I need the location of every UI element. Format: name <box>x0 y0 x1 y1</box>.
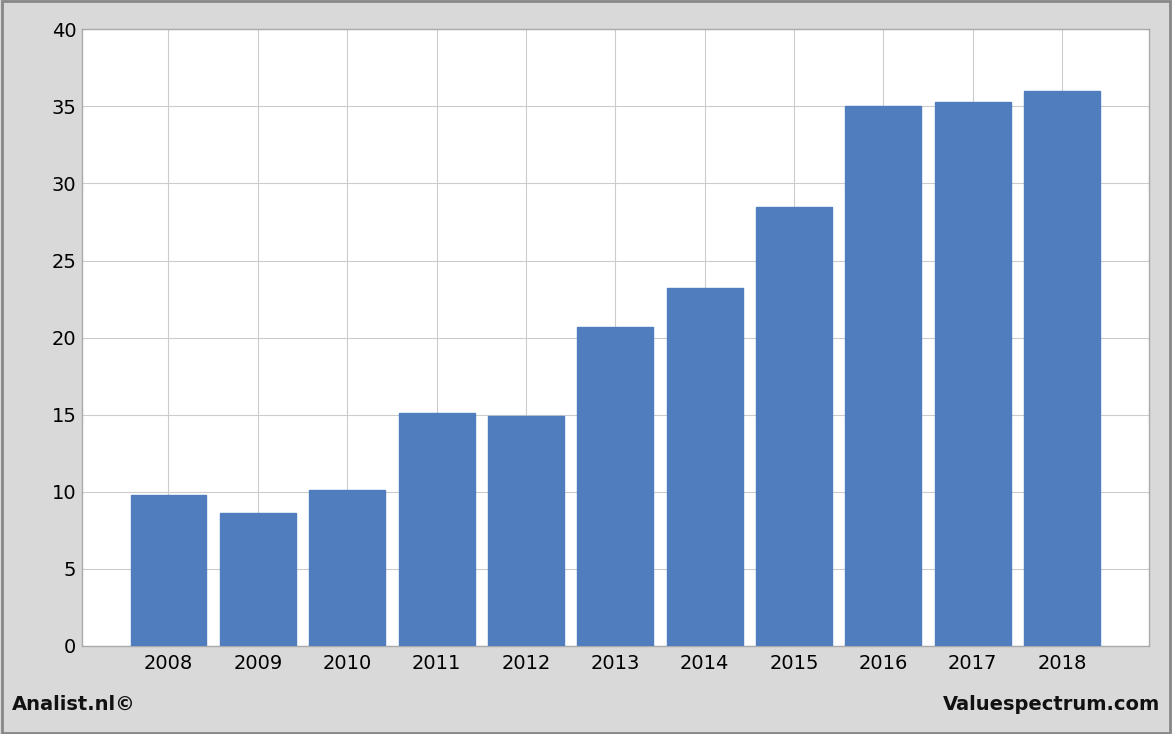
Bar <box>488 416 564 646</box>
Text: Analist.nl©: Analist.nl© <box>12 695 136 714</box>
Bar <box>756 207 832 646</box>
Bar <box>578 327 653 646</box>
Bar <box>130 495 206 646</box>
Bar <box>398 413 475 646</box>
Text: Valuespectrum.com: Valuespectrum.com <box>943 695 1160 714</box>
Bar <box>1024 91 1101 646</box>
Bar <box>845 106 921 646</box>
Bar <box>309 490 386 646</box>
Bar <box>667 288 743 646</box>
Bar <box>935 102 1010 646</box>
Bar <box>220 513 295 646</box>
